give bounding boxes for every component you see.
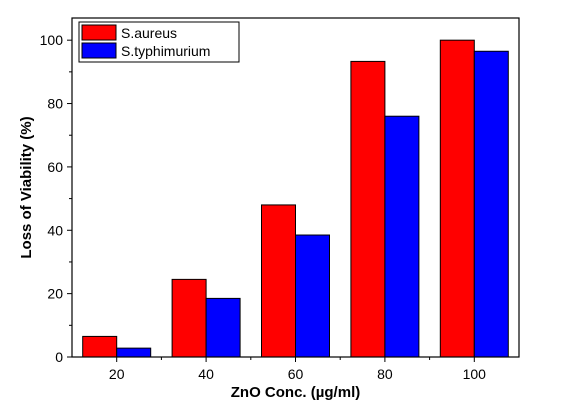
bar-s-typhimurium-100 bbox=[473, 50, 509, 358]
bar-s-typhimurium-20 bbox=[116, 347, 152, 358]
bar-s-aureus-60 bbox=[261, 204, 296, 358]
y-tick-label: 40 bbox=[47, 222, 63, 238]
x-tick-label: 80 bbox=[377, 366, 393, 382]
y-tick-label: 20 bbox=[47, 286, 63, 302]
y-axis-title: Loss of Viability (%) bbox=[18, 116, 35, 258]
x-axis: 20 40 60 80 100 bbox=[109, 357, 486, 382]
bars-layer bbox=[82, 39, 509, 358]
x-tick-label: 40 bbox=[198, 366, 214, 382]
legend-label-s-typhimurium: S.typhimurium bbox=[121, 43, 210, 59]
legend-swatch-s-typhimurium bbox=[81, 42, 117, 59]
bar-s-aureus-100 bbox=[439, 39, 475, 358]
legend: S.aureus S.typhimurium bbox=[78, 21, 240, 63]
bar-s-aureus-20 bbox=[82, 335, 118, 358]
bar-s-typhimurium-60 bbox=[295, 234, 330, 358]
y-tick-label: 60 bbox=[47, 159, 63, 175]
legend-label-s-aureus: S.aureus bbox=[121, 25, 177, 41]
x-tick-label: 20 bbox=[109, 366, 125, 382]
bar-s-typhimurium-40 bbox=[205, 297, 241, 358]
x-tick-label: 100 bbox=[463, 366, 487, 382]
legend-swatch-s-aureus bbox=[81, 24, 117, 41]
y-axis: 0 20 40 60 80 100 bbox=[40, 32, 72, 365]
bar-s-aureus-80 bbox=[350, 60, 386, 358]
y-tick-label: 0 bbox=[55, 349, 63, 365]
y-tick-label: 80 bbox=[47, 96, 63, 112]
x-tick-label: 60 bbox=[288, 366, 304, 382]
x-axis-title: ZnO Conc. (µg/ml) bbox=[231, 384, 360, 401]
y-tick-label: 100 bbox=[40, 32, 64, 48]
bar-s-typhimurium-80 bbox=[384, 115, 420, 358]
bar-s-aureus-40 bbox=[171, 278, 207, 358]
